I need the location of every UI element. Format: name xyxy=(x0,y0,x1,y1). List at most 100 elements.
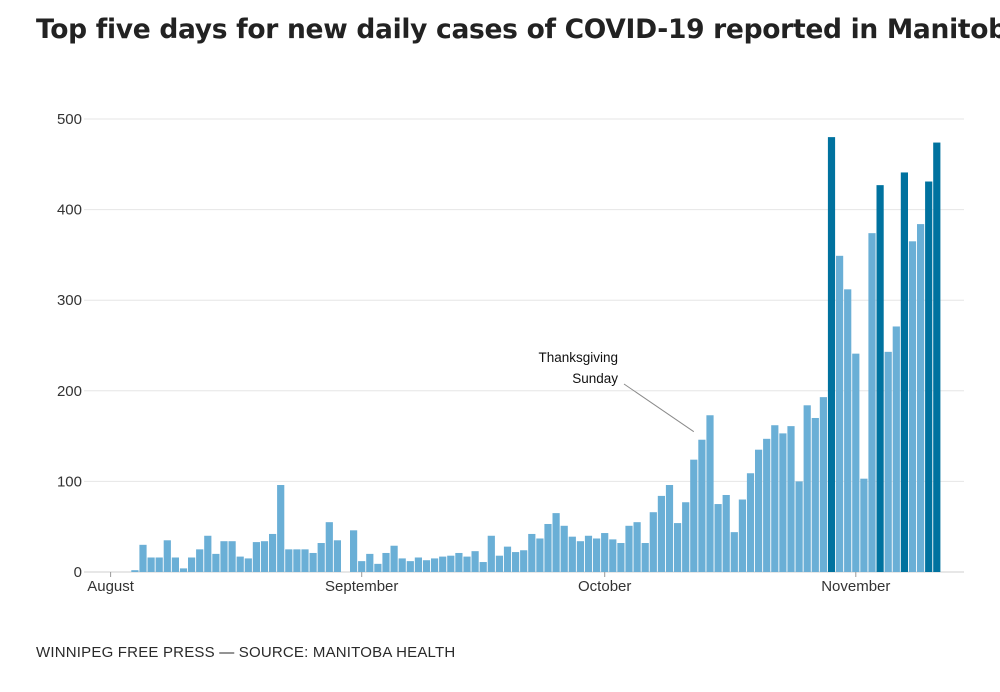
bar xyxy=(414,557,422,572)
y-tick-label: 300 xyxy=(57,292,82,309)
bar xyxy=(584,535,593,572)
bar xyxy=(512,552,520,572)
bar xyxy=(892,326,900,572)
bar xyxy=(536,538,544,572)
source-credit: WINNIPEG FREE PRESS — SOURCE: MANITOBA H… xyxy=(36,644,456,661)
annotation-text: Sunday xyxy=(572,371,618,386)
bar xyxy=(463,556,471,572)
bar xyxy=(495,555,503,572)
bar xyxy=(852,353,860,572)
bar xyxy=(252,542,260,572)
bar xyxy=(285,549,293,572)
bar xyxy=(714,504,722,572)
bar xyxy=(179,568,188,572)
chart-title: Top five days for new daily cases of COV… xyxy=(36,14,1000,45)
bar xyxy=(771,425,779,572)
bar xyxy=(746,473,755,572)
bar xyxy=(682,502,690,572)
bar xyxy=(811,417,819,572)
bar xyxy=(204,535,212,572)
bar xyxy=(188,557,196,572)
bar-top-five xyxy=(900,172,908,572)
bar xyxy=(398,558,406,572)
bar xyxy=(244,558,252,572)
x-tick-label: September xyxy=(325,578,398,595)
bar xyxy=(552,513,560,572)
bar xyxy=(333,540,341,572)
annotation-leader-line xyxy=(623,383,695,433)
bar xyxy=(439,556,447,572)
bar xyxy=(422,560,431,572)
bar xyxy=(690,459,698,572)
bar xyxy=(147,557,155,572)
bar xyxy=(706,415,714,572)
bar xyxy=(544,523,552,572)
bar xyxy=(471,551,479,572)
bar xyxy=(625,525,633,572)
bar xyxy=(260,541,269,572)
bar xyxy=(503,546,512,572)
bar xyxy=(301,549,309,572)
bar xyxy=(155,557,163,572)
bar xyxy=(406,561,414,572)
bar-top-five xyxy=(933,142,941,572)
bar xyxy=(601,533,609,572)
bar xyxy=(779,433,787,572)
bar xyxy=(795,481,803,572)
bar xyxy=(755,449,763,572)
bar xyxy=(738,499,746,572)
x-tick-label: November xyxy=(821,578,890,595)
bar xyxy=(560,525,568,572)
bar xyxy=(528,533,536,572)
bar xyxy=(787,426,795,572)
bar xyxy=(844,289,852,572)
bar xyxy=(803,405,811,572)
bar xyxy=(220,541,228,572)
bar xyxy=(236,556,244,572)
y-tick-label: 200 xyxy=(57,383,82,400)
bar xyxy=(277,485,285,572)
bar xyxy=(139,544,147,572)
y-tick-label: 0 xyxy=(74,564,82,581)
x-tick-label: October xyxy=(578,578,631,595)
bar xyxy=(649,512,657,572)
y-tick-label: 500 xyxy=(57,111,82,128)
bar xyxy=(868,233,876,572)
bar xyxy=(576,541,584,572)
bar xyxy=(358,561,366,572)
bar xyxy=(325,522,333,572)
bar xyxy=(730,532,738,572)
y-tick-label: 400 xyxy=(57,202,82,219)
bar-top-five xyxy=(876,185,884,572)
bar xyxy=(212,553,220,572)
bar xyxy=(447,555,455,572)
bar xyxy=(171,557,179,572)
bar xyxy=(455,552,463,572)
bar xyxy=(131,570,139,572)
bar xyxy=(836,255,844,572)
bar xyxy=(657,495,665,572)
bar xyxy=(609,539,617,572)
bar xyxy=(763,438,771,572)
bar xyxy=(908,241,917,572)
bar xyxy=(568,536,576,572)
bar xyxy=(633,522,641,572)
bar xyxy=(390,545,398,572)
bar xyxy=(917,224,925,572)
bar xyxy=(163,540,171,572)
bar xyxy=(431,558,439,572)
bar xyxy=(860,478,868,572)
bar xyxy=(487,535,495,572)
bar xyxy=(674,523,682,572)
bar-top-five xyxy=(827,137,836,572)
bar xyxy=(884,351,892,572)
annotation-text: Thanksgiving xyxy=(538,350,618,365)
bar xyxy=(520,550,528,572)
bar xyxy=(593,538,601,572)
bar xyxy=(617,543,625,572)
y-tick-label: 100 xyxy=(57,473,82,490)
bar xyxy=(228,541,236,572)
bar xyxy=(641,543,649,572)
bar xyxy=(665,485,674,572)
